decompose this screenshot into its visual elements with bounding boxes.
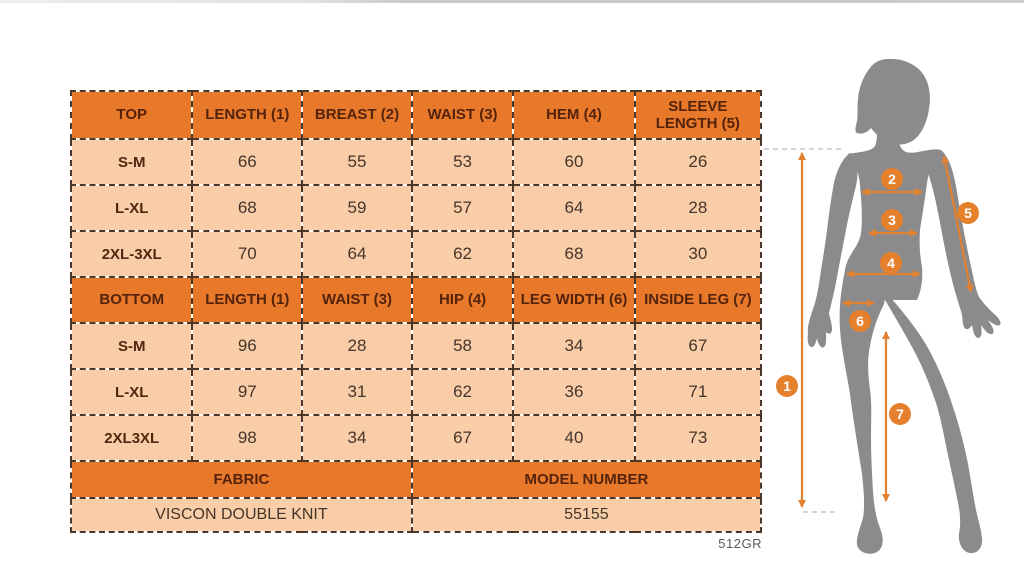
- value-cell: 71: [633, 368, 763, 416]
- col-header: SLEEVE LENGTH (5): [633, 90, 763, 140]
- size-chart-table: TOP LENGTH (1) BREAST (2) WAIST (3) HEM …: [69, 90, 763, 533]
- value-cell: 68: [191, 184, 304, 232]
- marker-badge-2: 2: [881, 168, 903, 190]
- col-header: LEG WIDTH (6): [512, 276, 636, 324]
- value-cell: 97: [191, 368, 304, 416]
- value-cell: 34: [512, 322, 636, 370]
- value-cell: 96: [191, 322, 304, 370]
- value-cell: 67: [410, 414, 515, 462]
- value-cell: 31: [301, 368, 413, 416]
- silhouette-right-arm: [925, 150, 1001, 338]
- table-row: 2XL-3XL 70 64 62 68 30: [69, 230, 763, 278]
- measure-arrow-5-sleeve: [941, 155, 974, 293]
- value-cell: 62: [410, 368, 515, 416]
- table-row: S-M 96 28 58 34 67: [69, 322, 763, 370]
- top-divider-strip: [0, 0, 1024, 3]
- table-row: L-XL 97 31 62 36 71: [69, 368, 763, 416]
- value-cell: 55: [301, 138, 413, 186]
- fabric-header-row: FABRIC MODEL NUMBER: [70, 460, 763, 499]
- silhouette-left-arm: [807, 153, 858, 348]
- top-header-row: TOP LENGTH (1) BREAST (2) WAIST (3) HEM …: [69, 90, 763, 140]
- value-cell: 64: [512, 184, 636, 232]
- value-cell: 57: [410, 184, 515, 232]
- table-row: S-M 66 55 53 60 26: [69, 138, 763, 186]
- size-label: S-M: [69, 138, 194, 186]
- col-header: BREAST (2): [301, 90, 413, 140]
- col-header: WAIST (3): [301, 276, 413, 324]
- value-cell: 53: [410, 138, 515, 186]
- fabric-header: FABRIC: [70, 460, 413, 499]
- marker-badge-3: 3: [881, 209, 903, 231]
- value-cell: 36: [512, 368, 636, 416]
- table-row: L-XL 68 59 57 64 28: [69, 184, 763, 232]
- col-header: HIP (4): [410, 276, 515, 324]
- model-number-value: 55155: [410, 497, 763, 533]
- size-label: 2XL3XL: [69, 414, 194, 462]
- value-cell: 28: [301, 322, 413, 370]
- size-label: S-M: [69, 322, 194, 370]
- value-cell: 60: [512, 138, 636, 186]
- size-label: 2XL-3XL: [69, 230, 194, 278]
- female-silhouette-icon: [807, 58, 1001, 554]
- bottom-header-row: BOTTOM LENGTH (1) WAIST (3) HIP (4) LEG …: [69, 276, 763, 324]
- col-header: BOTTOM: [69, 276, 194, 324]
- marker-badge-6: 6: [849, 310, 871, 332]
- col-header: LENGTH (1): [191, 276, 304, 324]
- value-cell: 59: [301, 184, 413, 232]
- col-header: HEM (4): [512, 90, 636, 140]
- value-cell: 66: [191, 138, 304, 186]
- silhouette-left-leg: [839, 266, 886, 554]
- value-cell: 64: [301, 230, 413, 278]
- value-cell: 58: [410, 322, 515, 370]
- marker-badge-7: 7: [889, 403, 911, 425]
- value-cell: 70: [191, 230, 304, 278]
- marker-badge-1: 1: [776, 375, 798, 397]
- col-header: INSIDE LEG (7): [633, 276, 763, 324]
- value-cell: 67: [633, 322, 763, 370]
- value-cell: 73: [633, 414, 763, 462]
- value-cell: 98: [191, 414, 304, 462]
- value-cell: 28: [633, 184, 763, 232]
- size-label: L-XL: [69, 184, 194, 232]
- marker-badge-5: 5: [957, 202, 979, 224]
- col-header: LENGTH (1): [191, 90, 304, 140]
- value-cell: 40: [512, 414, 636, 462]
- silhouette-hair: [855, 58, 930, 145]
- value-cell: 68: [512, 230, 636, 278]
- value-cell: 30: [633, 230, 763, 278]
- col-header: WAIST (3): [410, 90, 515, 140]
- value-cell: 34: [301, 414, 413, 462]
- silhouette-right-leg: [884, 297, 983, 554]
- size-label: L-XL: [69, 368, 194, 416]
- model-number-header: MODEL NUMBER: [410, 460, 763, 499]
- table-row: 2XL3XL 98 34 67 40 73: [69, 414, 763, 462]
- col-header: TOP: [69, 90, 194, 140]
- marker-badge-4: 4: [880, 252, 902, 274]
- fabric-value: VISCON DOUBLE KNIT: [70, 497, 413, 533]
- fabric-value-row: VISCON DOUBLE KNIT 55155: [70, 497, 763, 533]
- value-cell: 26: [633, 138, 763, 186]
- value-cell: 62: [410, 230, 515, 278]
- reference-code: 512GR: [718, 536, 762, 551]
